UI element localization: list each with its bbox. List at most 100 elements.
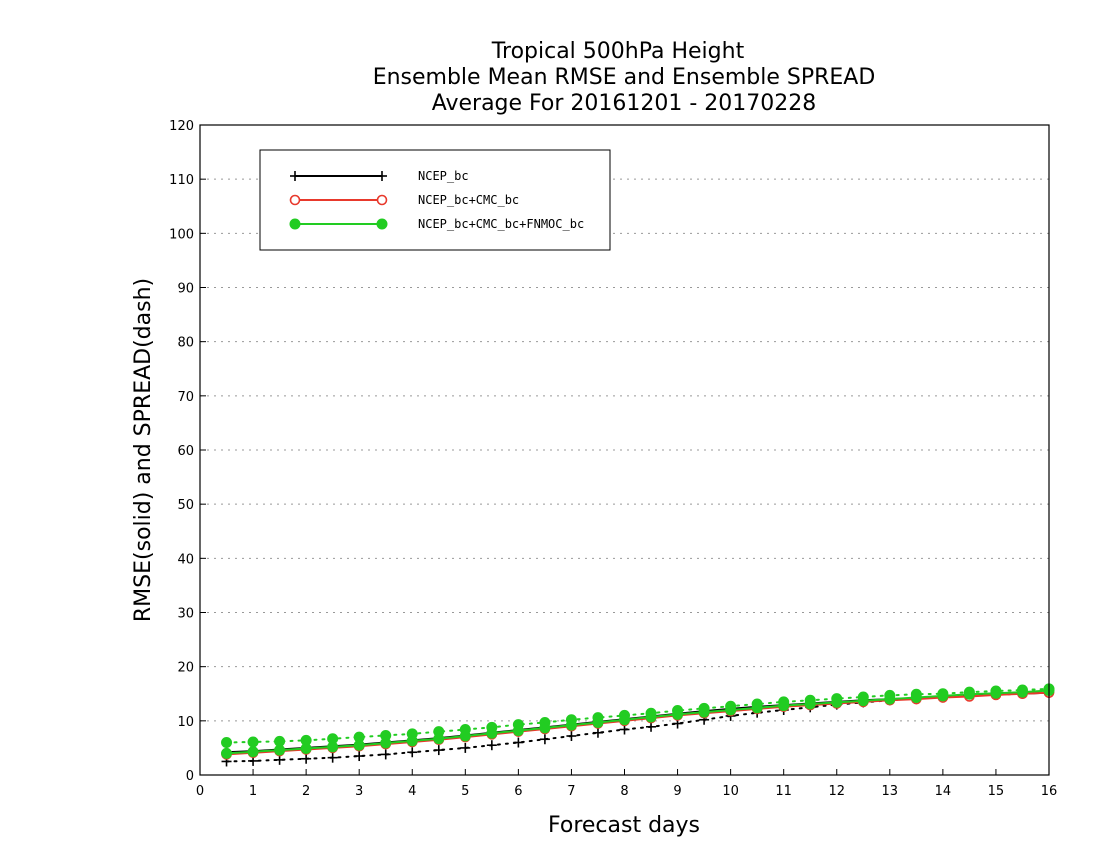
legend-marker-end	[376, 194, 388, 206]
y-tick-label: 40	[177, 552, 194, 567]
x-tick-label: 7	[567, 784, 575, 799]
series-3	[221, 683, 1055, 759]
y-tick-label: 70	[177, 390, 194, 405]
spread-point	[592, 727, 603, 738]
rmse-point	[592, 716, 604, 728]
x-tick-label: 13	[882, 784, 899, 799]
rmse-point	[725, 704, 737, 716]
x-tick-label: 10	[722, 784, 739, 799]
y-tick-label: 0	[186, 769, 194, 784]
spread-point	[301, 753, 312, 764]
legend-item-2: NCEP_bc+CMC_bc	[289, 193, 519, 207]
rmse-point	[698, 706, 710, 718]
rmse-point	[1016, 686, 1028, 698]
y-tick-label: 110	[169, 173, 194, 188]
spread-point	[221, 737, 233, 748]
chart-title-line-2: Ensemble Mean RMSE and Ensemble SPREAD	[373, 65, 876, 90]
rmse-point	[910, 692, 922, 704]
spread-point	[460, 742, 471, 753]
x-tick-label: 15	[988, 784, 1005, 799]
chart-title-line-3: Average For 20161201 - 20170228	[432, 91, 817, 116]
x-tick-label: 5	[461, 784, 469, 799]
x-tick-label: 12	[828, 784, 845, 799]
rmse-point	[804, 698, 816, 710]
spread-point	[513, 737, 524, 748]
spread-point	[486, 740, 497, 751]
chart-title-line-1: Tropical 500hPa Height	[491, 39, 745, 64]
y-axis-title: RMSE(solid) and SPREAD(dash)	[131, 278, 156, 622]
x-tick-label: 9	[673, 784, 681, 799]
x-tick-label: 3	[355, 784, 363, 799]
rmse-point	[512, 725, 524, 737]
chart-title: Tropical 500hPa Height Ensemble Mean RMS…	[373, 39, 876, 116]
rmse-point	[751, 702, 763, 714]
spread-point	[539, 734, 550, 745]
rmse-point	[327, 741, 339, 753]
rmse-point	[990, 687, 1002, 699]
spread-point	[274, 754, 285, 765]
rmse-point	[433, 733, 445, 745]
legend: NCEP_bc NCEP_bc+CMC_bc NCEP_bc+CMC_bc+FNMO…	[259, 149, 611, 251]
rmse-point	[565, 719, 577, 731]
rmse-point	[539, 722, 551, 734]
y-tick-label: 20	[177, 661, 194, 676]
x-tick-label: 8	[620, 784, 628, 799]
legend-marker-start	[289, 194, 301, 206]
x-axis-title: Forecast days	[548, 813, 700, 838]
series-layer	[221, 683, 1055, 767]
spread-point	[247, 736, 259, 748]
x-tick-label: 1	[249, 784, 257, 799]
spread-point	[646, 721, 657, 732]
y-tick-label: 120	[169, 119, 194, 134]
legend-item-3: NCEP_bc+CMC_bc+FNMOC_bc	[289, 217, 584, 231]
legend-items: NCEP_bc NCEP_bc+CMC_bc NCEP_bc+CMC_bc+FNMO…	[289, 169, 584, 231]
y-tick-label: 100	[169, 227, 194, 242]
spread-line	[225, 691, 1050, 763]
y-tick-label: 80	[177, 336, 194, 351]
rmse-point	[963, 688, 975, 700]
y-tick-label: 60	[177, 444, 194, 459]
spread-point	[619, 724, 630, 735]
grid-lines	[200, 178, 1049, 722]
rmse-point	[645, 711, 657, 723]
rmse-point	[831, 696, 843, 708]
legend-label: NCEP_bc+CMC_bc+FNMOC_bc	[418, 217, 584, 231]
rmse-line	[226, 691, 1050, 754]
y-tick-label: 10	[177, 715, 194, 730]
x-tick-label: 6	[514, 784, 522, 799]
x-tick-label: 16	[1041, 784, 1058, 799]
rmse-point	[486, 727, 498, 739]
series-2	[221, 687, 1055, 760]
legend-marker-end	[376, 218, 388, 230]
spread-point	[433, 745, 444, 756]
rmse-line	[226, 689, 1050, 755]
rmse-point	[672, 708, 684, 720]
legend-item-1: NCEP_bc	[290, 169, 469, 183]
rmse-point	[247, 746, 259, 758]
rmse-point	[778, 700, 790, 712]
rmse-point	[300, 742, 312, 754]
y-tick-label: 50	[177, 498, 194, 513]
spread-point	[354, 751, 365, 762]
spread-line	[225, 691, 1050, 755]
rmse-point	[406, 735, 418, 747]
rmse-point	[459, 730, 471, 742]
legend-marker-start	[290, 171, 300, 181]
y-tick-label: 30	[177, 607, 194, 622]
spread-point	[327, 752, 338, 763]
rmse-point	[353, 739, 365, 751]
legend-marker-start	[289, 218, 301, 230]
x-tick-label: 4	[408, 784, 416, 799]
spread-point	[566, 731, 577, 741]
legend-label: NCEP_bc	[418, 169, 469, 183]
spread-point	[380, 749, 391, 760]
x-tick-label: 2	[302, 784, 310, 799]
x-tick-label: 0	[196, 784, 204, 799]
y-tick-label: 90	[177, 282, 194, 297]
rmse-point	[221, 747, 233, 759]
rmse-point	[380, 737, 392, 749]
x-tick-label: 11	[775, 784, 792, 799]
rmse-point	[884, 693, 896, 705]
legend-label: NCEP_bc+CMC_bc	[418, 193, 519, 207]
